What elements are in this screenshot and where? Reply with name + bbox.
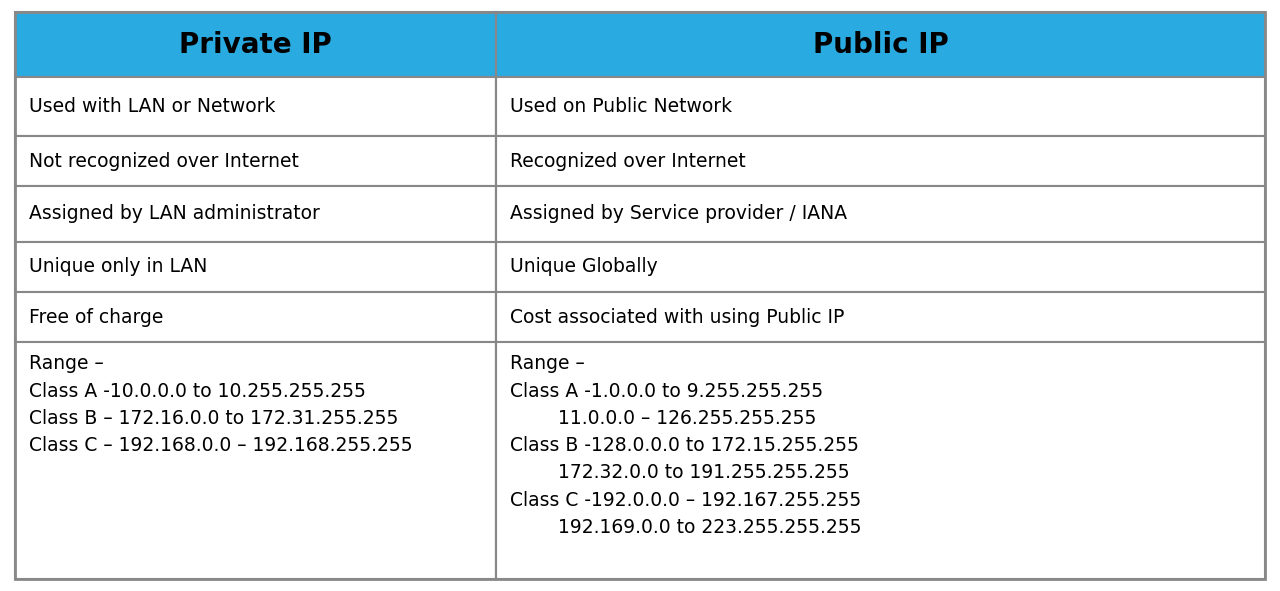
Bar bbox=[15, 186, 497, 242]
Text: Recognized over Internet: Recognized over Internet bbox=[511, 151, 746, 171]
Bar bbox=[497, 242, 1265, 292]
Bar bbox=[15, 292, 497, 342]
Text: Unique only in LAN: Unique only in LAN bbox=[29, 257, 207, 277]
Bar bbox=[15, 242, 497, 292]
Text: Range –
Class A -10.0.0.0 to 10.255.255.255
Class B – 172.16.0.0 to 172.31.255.2: Range – Class A -10.0.0.0 to 10.255.255.… bbox=[29, 355, 412, 455]
Bar bbox=[497, 342, 1265, 579]
Text: Range –
Class A -1.0.0.0 to 9.255.255.255
        11.0.0.0 – 126.255.255.255
Cla: Range – Class A -1.0.0.0 to 9.255.255.25… bbox=[511, 355, 861, 537]
Bar bbox=[15, 342, 497, 579]
Text: Private IP: Private IP bbox=[179, 31, 332, 59]
Text: Not recognized over Internet: Not recognized over Internet bbox=[29, 151, 298, 171]
Bar bbox=[15, 12, 497, 77]
Bar bbox=[497, 77, 1265, 136]
Bar bbox=[497, 136, 1265, 186]
Text: Used on Public Network: Used on Public Network bbox=[511, 97, 732, 116]
Bar bbox=[15, 136, 497, 186]
Text: Used with LAN or Network: Used with LAN or Network bbox=[29, 97, 275, 116]
Bar bbox=[497, 186, 1265, 242]
Text: Free of charge: Free of charge bbox=[29, 308, 164, 327]
Text: Assigned by Service provider / IANA: Assigned by Service provider / IANA bbox=[511, 204, 847, 223]
Text: Public IP: Public IP bbox=[813, 31, 948, 59]
Text: Assigned by LAN administrator: Assigned by LAN administrator bbox=[29, 204, 320, 223]
Text: Cost associated with using Public IP: Cost associated with using Public IP bbox=[511, 308, 845, 327]
Text: Unique Globally: Unique Globally bbox=[511, 257, 658, 277]
Bar bbox=[15, 77, 497, 136]
Bar bbox=[497, 292, 1265, 342]
Bar bbox=[497, 12, 1265, 77]
